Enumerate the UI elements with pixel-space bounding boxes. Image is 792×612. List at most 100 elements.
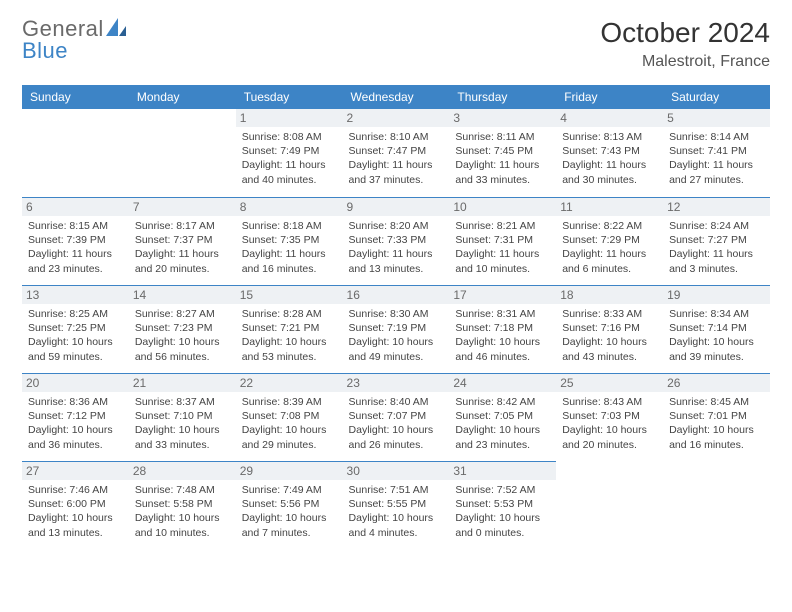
day-number: 24 [449,373,556,392]
sunrise-text: Sunrise: 8:10 AM [349,130,444,144]
sunset-text: Sunset: 7:21 PM [242,321,337,335]
daylight-text: Daylight: 10 hours and 56 minutes. [135,335,230,363]
sunset-text: Sunset: 7:23 PM [135,321,230,335]
daylight-text: Daylight: 11 hours and 20 minutes. [135,247,230,275]
sunset-text: Sunset: 6:00 PM [28,497,123,511]
sunset-text: Sunset: 7:05 PM [455,409,550,423]
day-number: 22 [236,373,343,392]
sunrise-text: Sunrise: 8:15 AM [28,219,123,233]
sail-icon [106,16,126,41]
day-cell: 8Sunrise: 8:18 AMSunset: 7:35 PMDaylight… [236,197,343,285]
daylight-text: Daylight: 11 hours and 30 minutes. [562,158,657,186]
sunrise-text: Sunrise: 8:17 AM [135,219,230,233]
daylight-text: Daylight: 11 hours and 3 minutes. [669,247,764,275]
sunrise-text: Sunrise: 8:33 AM [562,307,657,321]
sunrise-text: Sunrise: 7:51 AM [349,483,444,497]
sunset-text: Sunset: 7:19 PM [349,321,444,335]
sunset-text: Sunset: 7:08 PM [242,409,337,423]
sunset-text: Sunset: 7:07 PM [349,409,444,423]
day-cell: 29Sunrise: 7:49 AMSunset: 5:56 PMDayligh… [236,461,343,549]
day-cell: 6Sunrise: 8:15 AMSunset: 7:39 PMDaylight… [22,197,129,285]
sunrise-text: Sunrise: 8:28 AM [242,307,337,321]
day-cell: 22Sunrise: 8:39 AMSunset: 7:08 PMDayligh… [236,373,343,461]
day-number: 16 [343,285,450,304]
sunrise-text: Sunrise: 8:40 AM [349,395,444,409]
daylight-text: Daylight: 11 hours and 10 minutes. [455,247,550,275]
day-header-sunday: Sunday [22,85,129,109]
day-header-thursday: Thursday [449,85,556,109]
day-number: 18 [556,285,663,304]
sunset-text: Sunset: 7:49 PM [242,144,337,158]
sunrise-text: Sunrise: 8:24 AM [669,219,764,233]
sunrise-text: Sunrise: 8:21 AM [455,219,550,233]
daylight-text: Daylight: 10 hours and 7 minutes. [242,511,337,539]
day-header-friday: Friday [556,85,663,109]
day-number: 27 [22,461,129,480]
sunset-text: Sunset: 7:12 PM [28,409,123,423]
day-number: 4 [556,109,663,127]
location-label: Malestroit, France [600,53,770,71]
daylight-text: Daylight: 10 hours and 49 minutes. [349,335,444,363]
day-header-wednesday: Wednesday [343,85,450,109]
sunset-text: Sunset: 7:41 PM [669,144,764,158]
daylight-text: Daylight: 11 hours and 33 minutes. [455,158,550,186]
week-row: 6Sunrise: 8:15 AMSunset: 7:39 PMDaylight… [22,197,770,285]
title-block: October 2024 Malestroit, France [600,18,770,71]
day-cell: 7Sunrise: 8:17 AMSunset: 7:37 PMDaylight… [129,197,236,285]
day-number: 7 [129,197,236,216]
daylight-text: Daylight: 11 hours and 27 minutes. [669,158,764,186]
day-cell: 12 Sunrise: 8:24 AMSunset: 7:27 PMDayligh… [663,197,770,285]
daylight-text: Daylight: 10 hours and 16 minutes. [669,423,764,451]
day-number: 14 [129,285,236,304]
sunset-text: Sunset: 7:10 PM [135,409,230,423]
sunset-text: Sunset: 7:03 PM [562,409,657,423]
calendar-table: SundayMondayTuesdayWednesdayThursdayFrid… [22,85,770,549]
daylight-text: Daylight: 10 hours and 43 minutes. [562,335,657,363]
sunrise-text: Sunrise: 8:27 AM [135,307,230,321]
day-header-saturday: Saturday [663,85,770,109]
sunrise-text: Sunrise: 8:13 AM [562,130,657,144]
day-cell: 15Sunrise: 8:28 AMSunset: 7:21 PMDayligh… [236,285,343,373]
sunrise-text: Sunrise: 8:42 AM [455,395,550,409]
day-number: 25 [556,373,663,392]
day-number: 9 [343,197,450,216]
sunset-text: Sunset: 7:43 PM [562,144,657,158]
sunset-text: Sunset: 7:29 PM [562,233,657,247]
day-cell: 19Sunrise: 8:34 AMSunset: 7:14 PMDayligh… [663,285,770,373]
daylight-text: Daylight: 10 hours and 29 minutes. [242,423,337,451]
daylight-text: Daylight: 10 hours and 36 minutes. [28,423,123,451]
daylight-text: Daylight: 10 hours and 39 minutes. [669,335,764,363]
sunrise-text: Sunrise: 8:11 AM [455,130,550,144]
sunset-text: Sunset: 5:53 PM [455,497,550,511]
day-cell: 30Sunrise: 7:51 AMSunset: 5:55 PMDayligh… [343,461,450,549]
day-header-tuesday: Tuesday [236,85,343,109]
day-cell: 18Sunrise: 8:33 AMSunset: 7:16 PMDayligh… [556,285,663,373]
daylight-text: Daylight: 10 hours and 0 minutes. [455,511,550,539]
day-cell: 20Sunrise: 8:36 AMSunset: 7:12 PMDayligh… [22,373,129,461]
day-cell: 11Sunrise: 8:22 AMSunset: 7:29 PMDayligh… [556,197,663,285]
day-cell: 4 Sunrise: 8:13 AMSunset: 7:43 PMDaylight… [556,109,663,197]
day-cell: 25Sunrise: 8:43 AMSunset: 7:03 PMDayligh… [556,373,663,461]
sunrise-text: Sunrise: 8:30 AM [349,307,444,321]
empty-day-cell: . [22,109,129,197]
sunset-text: Sunset: 7:27 PM [669,233,764,247]
sunrise-text: Sunrise: 8:18 AM [242,219,337,233]
day-number: 10 [449,197,556,216]
empty-day-cell: . [663,461,770,549]
sunset-text: Sunset: 7:31 PM [455,233,550,247]
daylight-text: Daylight: 11 hours and 6 minutes. [562,247,657,275]
sunset-text: Sunset: 7:39 PM [28,233,123,247]
day-number: 5 [663,109,770,127]
month-title: October 2024 [600,18,770,49]
sunrise-text: Sunrise: 8:14 AM [669,130,764,144]
day-number: 11 [556,197,663,216]
day-cell: 16 Sunrise: 8:30 AMSunset: 7:19 PMDayligh… [343,285,450,373]
day-cell: 1Sunrise: 8:08 AMSunset: 7:49 PMDaylight… [236,109,343,197]
sunrise-text: Sunrise: 7:48 AM [135,483,230,497]
day-cell: 26Sunrise: 8:45 AMSunset: 7:01 PMDayligh… [663,373,770,461]
daylight-text: Daylight: 11 hours and 23 minutes. [28,247,123,275]
day-cell: 27Sunrise: 7:46 AMSunset: 6:00 PMDayligh… [22,461,129,549]
day-number: 12 [663,197,770,216]
brand-part2: Blue [22,38,68,63]
sunrise-text: Sunrise: 8:20 AM [349,219,444,233]
